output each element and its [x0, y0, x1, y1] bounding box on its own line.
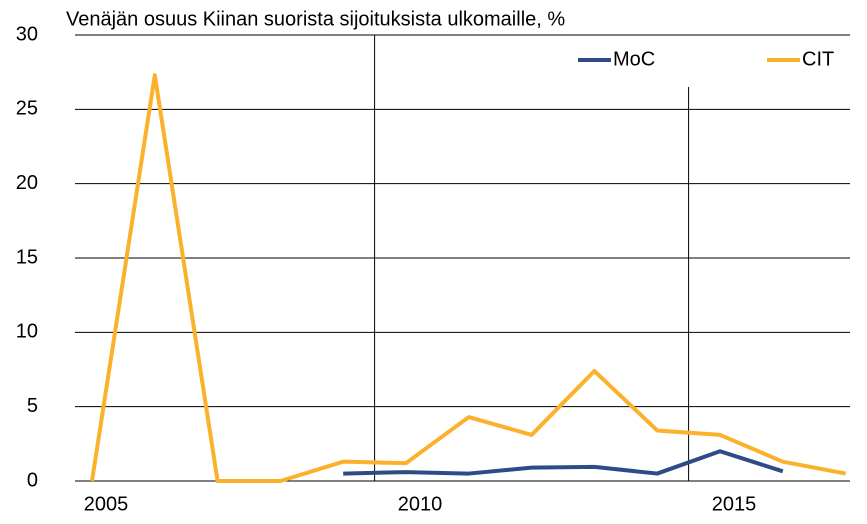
x-tick-label: 2015 — [712, 493, 757, 515]
y-tick-label: 10 — [16, 321, 38, 343]
x-tick-label: 2010 — [398, 493, 443, 515]
line-series — [90, 73, 846, 483]
y-tick-label: 30 — [16, 23, 38, 45]
y-tick-label: 0 — [27, 469, 38, 491]
line-series — [343, 449, 784, 476]
y-tick-label: 15 — [16, 246, 38, 268]
y-tick-label: 25 — [16, 98, 38, 120]
legend-label: CIT — [802, 48, 834, 70]
chart-title: Venäjän osuus Kiinan suorista sijoituksi… — [66, 8, 565, 30]
x-tick-label: 2005 — [84, 493, 129, 515]
legend-label: MoC — [613, 48, 655, 70]
y-tick-label: 20 — [16, 172, 38, 194]
y-tick-label: 5 — [27, 395, 38, 417]
